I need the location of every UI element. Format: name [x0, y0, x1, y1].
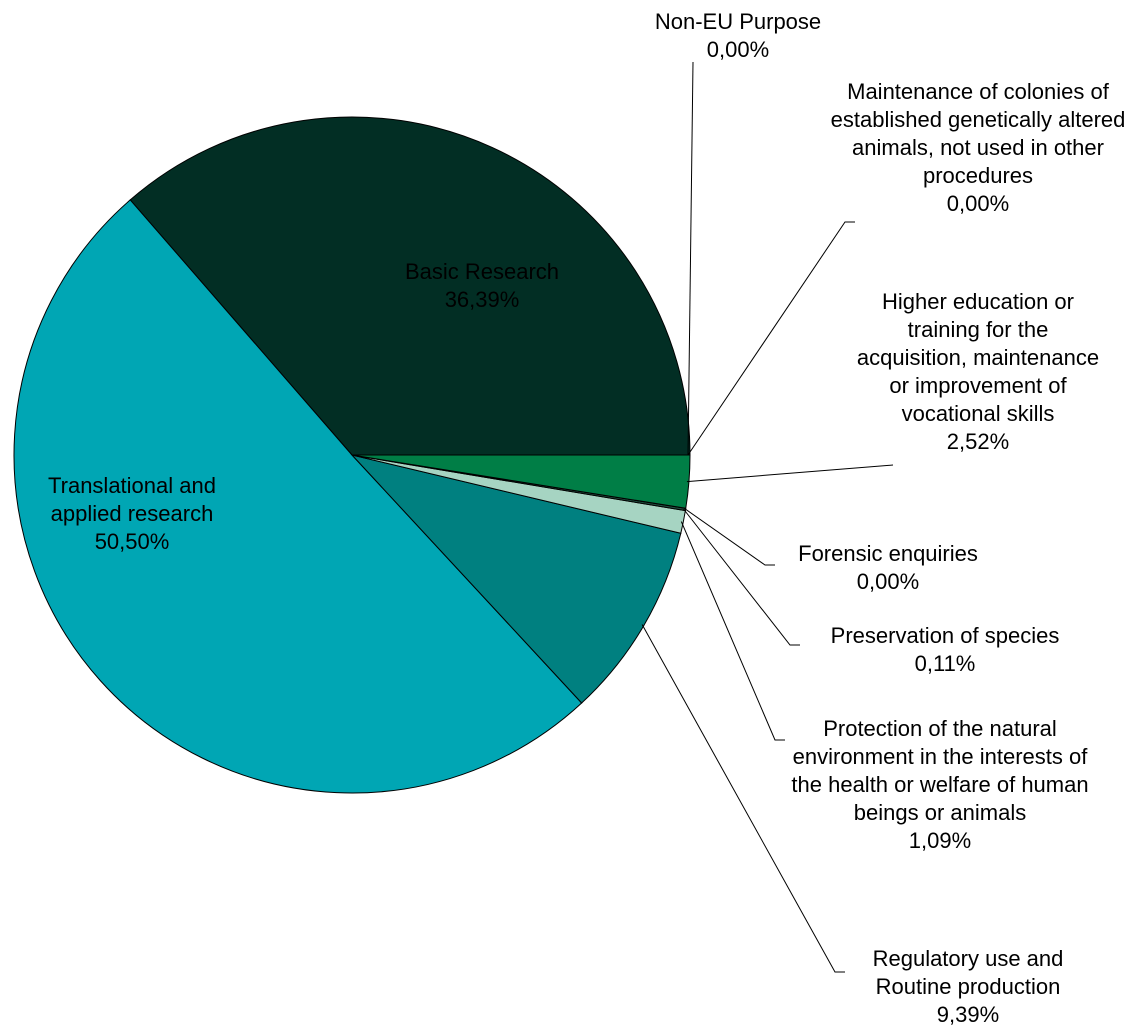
category-label: Preservation of species	[830, 623, 1060, 648]
slice-label: Maintenance of colonies of established g…	[828, 78, 1128, 218]
leader-line	[686, 464, 894, 483]
value-label: 0,00%	[856, 569, 920, 594]
slice-label: Translational and applied research 50,50%	[12, 472, 252, 556]
pie-slice	[350, 454, 682, 704]
value-label: 2,52%	[946, 429, 1010, 454]
slice-label: Higher education or training for the acq…	[853, 288, 1103, 456]
leader-line	[683, 507, 775, 566]
category-label: Protection of the natural environment in…	[791, 716, 1089, 825]
category-label: Maintenance of colonies of established g…	[830, 79, 1126, 188]
leader-line	[687, 221, 855, 456]
value-label: 36,39%	[444, 287, 520, 312]
category-label: Forensic enquiries	[798, 541, 978, 566]
leader-line	[687, 61, 694, 456]
value-label: 50,50%	[94, 529, 170, 554]
pie-slice	[13, 199, 583, 794]
leader-line	[641, 624, 845, 973]
category-label: Non-EU Purpose	[654, 9, 822, 34]
category-label: Basic Research	[404, 259, 560, 284]
value-label: 0,00%	[706, 37, 770, 62]
value-label: 9,39%	[936, 1002, 1000, 1027]
category-label: Regulatory use and Routine production	[872, 946, 1064, 999]
value-label: 1,09%	[908, 828, 972, 853]
slice-label: Basic Research 36,39%	[382, 258, 582, 314]
value-label: 0,00%	[946, 191, 1010, 216]
slice-label: Regulatory use and Routine production 9,3…	[838, 945, 1098, 1029]
leader-line	[683, 508, 800, 646]
slice-label: Protection of the natural environment in…	[780, 715, 1100, 855]
category-label: Higher education or training for the acq…	[856, 289, 1100, 426]
leader-line	[680, 521, 785, 741]
slice-label: Non-EU Purpose 0,00%	[608, 8, 868, 64]
pie-slice	[129, 116, 691, 456]
slice-label: Preservation of species 0,11%	[795, 622, 1095, 678]
value-label: 0,11%	[914, 651, 976, 676]
slice-label: Forensic enquiries 0,00%	[768, 540, 1008, 596]
category-label: Translational and applied research	[48, 473, 216, 526]
